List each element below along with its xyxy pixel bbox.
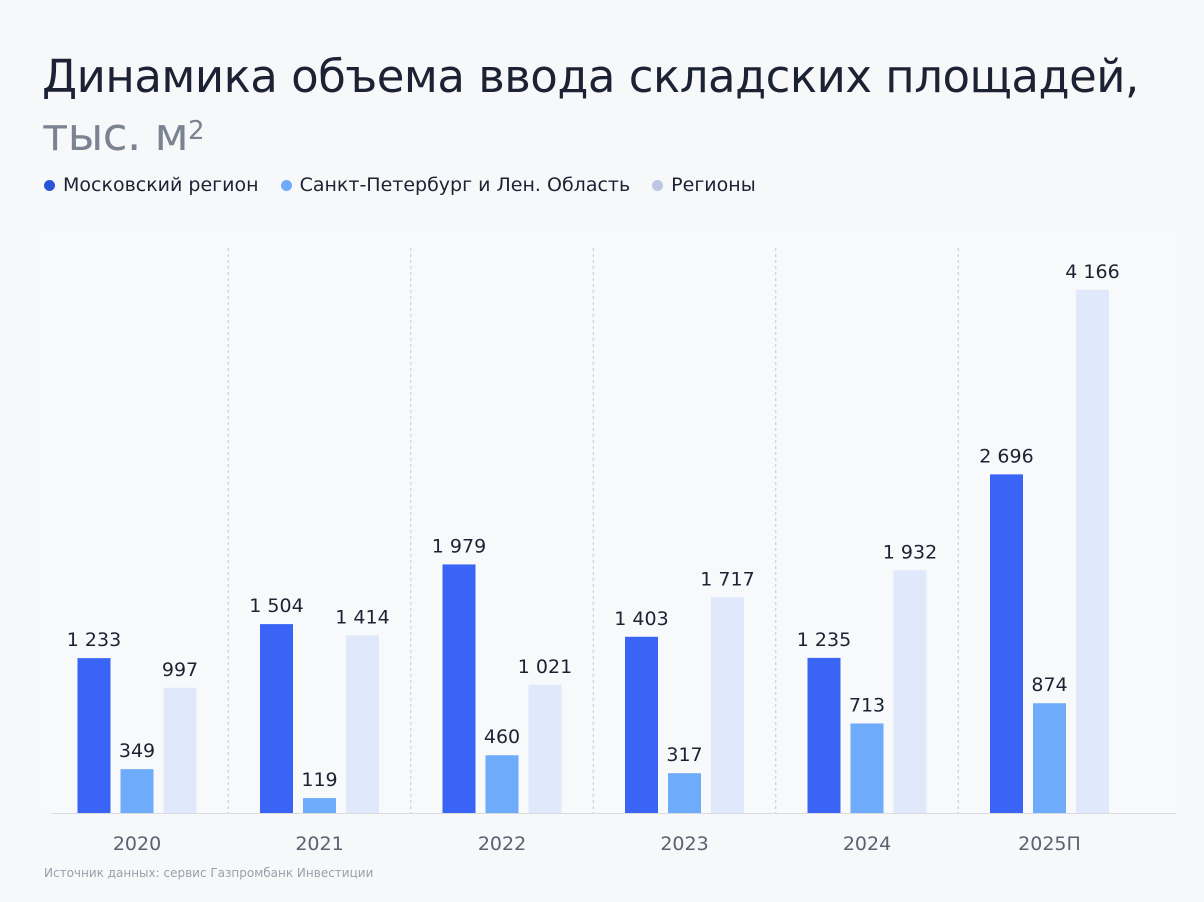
- legend-label: Регионы: [671, 174, 756, 196]
- x-tick-label: 2022: [478, 833, 526, 855]
- unit-superscript: 2: [188, 116, 205, 146]
- bar-2-2023: [711, 597, 744, 813]
- legend-dot-icon: [44, 179, 55, 191]
- plot-background: [36, 232, 1176, 813]
- data-label: 1 932: [883, 541, 937, 563]
- data-label: 1 235: [797, 629, 851, 651]
- bar-0-2021: [260, 624, 293, 813]
- bar-0-2024: [807, 657, 841, 813]
- bar-2-2022: [528, 684, 562, 813]
- bar-1-2022: [485, 755, 519, 813]
- data-label: 1 979: [432, 535, 486, 557]
- legend-item-moscow: Московский регион: [44, 174, 259, 196]
- legend-item-regions: Регионы: [652, 174, 756, 196]
- data-label: 1 233: [67, 629, 121, 651]
- x-tick-label: 2023: [660, 833, 708, 855]
- x-tick-label: 2025П: [1018, 833, 1081, 855]
- data-label: 713: [849, 694, 885, 716]
- legend: Московский регион Санкт-Петербург и Лен.…: [44, 174, 756, 196]
- data-label: 4 166: [1065, 261, 1119, 283]
- bar-0-2020: [77, 658, 111, 813]
- x-tick-label: 2021: [295, 833, 343, 855]
- unit-text: тыс. м: [42, 108, 189, 161]
- data-label: 317: [666, 744, 702, 766]
- bar-0-2023: [625, 636, 658, 813]
- bar-2-2024: [893, 570, 927, 813]
- bar-1-2025П: [1033, 703, 1066, 813]
- data-label: 997: [162, 659, 198, 681]
- title-main: Динамика объема ввода складских площадей…: [42, 50, 1139, 103]
- legend-item-spb: Санкт-Петербург и Лен. Область: [280, 174, 631, 196]
- x-tick-label: 2024: [843, 833, 891, 855]
- data-label: 119: [301, 769, 337, 791]
- data-label: 1 414: [335, 606, 389, 628]
- legend-label: Санкт-Петербург и Лен. Область: [299, 174, 631, 196]
- bar-1-2021: [303, 798, 336, 813]
- chart-title: Динамика объема ввода складских площадей…: [42, 48, 1204, 164]
- bar-1-2024: [850, 723, 884, 813]
- data-label: 2 696: [979, 445, 1033, 467]
- legend-dot-icon: [652, 179, 664, 191]
- data-label: 1 021: [518, 656, 572, 678]
- title-unit: тыс. м2: [42, 108, 205, 161]
- data-label: 1 504: [249, 595, 303, 617]
- data-label: 460: [484, 726, 520, 748]
- bar-1-2020: [120, 769, 154, 813]
- bar-1-2023: [668, 773, 701, 813]
- x-tick-label: 2020: [113, 833, 161, 855]
- bar-0-2025П: [990, 474, 1023, 813]
- data-label: 1 717: [700, 568, 754, 590]
- bar-2-2021: [346, 635, 379, 813]
- legend-dot-icon: [280, 179, 292, 191]
- bar-2-2025П: [1076, 289, 1109, 814]
- legend-label: Московский регион: [63, 174, 259, 196]
- bar-0-2022: [442, 564, 476, 813]
- data-label: 349: [119, 740, 155, 762]
- bar-2-2020: [163, 687, 197, 813]
- data-label: 874: [1031, 674, 1067, 696]
- data-label: 1 403: [614, 608, 668, 630]
- source-note: Источник данных: сервис Газпромбанк Инве…: [44, 866, 374, 880]
